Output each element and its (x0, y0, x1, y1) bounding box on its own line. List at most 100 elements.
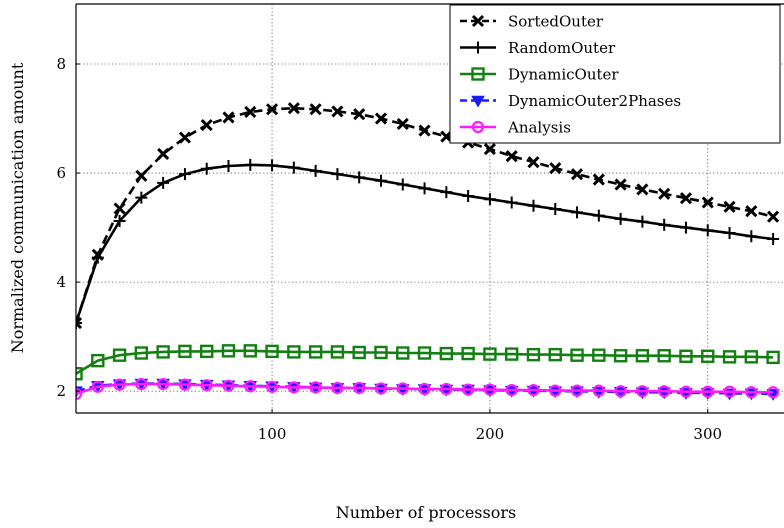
data-point (331, 381, 344, 395)
data-point (745, 205, 758, 218)
data-point (571, 206, 584, 219)
data-point (396, 382, 409, 395)
data-point (417, 346, 432, 360)
legend-item: DynamicOuter2Phases (460, 92, 681, 110)
ticks: 100 200 300 2 4 6 8 (56, 55, 722, 443)
data-point (767, 210, 780, 223)
series-line (76, 349, 774, 375)
data-point (134, 346, 149, 360)
legend-item: Analysis (460, 119, 571, 137)
legend-item: RandomOuter (460, 39, 616, 57)
data-point (222, 111, 235, 124)
data-point (200, 344, 214, 359)
data-point (91, 251, 104, 264)
data-point (722, 350, 737, 364)
data-point (483, 347, 497, 361)
legend-marker (471, 14, 485, 28)
series-dynamicouter (76, 344, 780, 381)
data-point (440, 382, 453, 396)
data-point (330, 345, 345, 359)
data-point (549, 384, 562, 397)
data-point (592, 209, 605, 222)
legend-item: SortedOuter (460, 13, 604, 31)
data-point (76, 367, 83, 381)
data-point (658, 218, 671, 231)
data-point (178, 344, 192, 359)
data-point (135, 191, 148, 204)
data-point (439, 346, 454, 361)
data-point (221, 344, 236, 358)
data-point (679, 192, 693, 205)
y-tick-label: 4 (56, 273, 66, 291)
data-point (200, 379, 213, 392)
data-point (636, 183, 649, 196)
x-tick-label: 100 (258, 425, 287, 443)
data-point (178, 131, 191, 144)
data-point (745, 230, 758, 243)
data-point (613, 349, 628, 363)
data-point (483, 142, 496, 156)
data-point (244, 105, 257, 119)
legend-label: DynamicOuter (508, 66, 619, 84)
data-point (701, 349, 715, 363)
series-line (76, 382, 774, 396)
legend-marker (471, 120, 485, 134)
data-point (287, 161, 300, 174)
data-point (657, 349, 671, 363)
data-point (178, 378, 192, 391)
data-point (527, 383, 540, 397)
data-point (76, 317, 82, 330)
data-point (723, 227, 736, 240)
data-point (222, 159, 235, 172)
x-tick-label: 300 (693, 425, 722, 443)
data-point (440, 186, 453, 199)
data-point (309, 103, 322, 116)
data-point (374, 345, 388, 360)
data-point (636, 215, 649, 228)
data-point (113, 215, 126, 228)
data-point (76, 387, 83, 401)
data-point (331, 168, 344, 181)
data-point (461, 346, 475, 361)
data-point (701, 224, 714, 237)
legend-label: Analysis (507, 119, 571, 137)
legend-label: DynamicOuter2Phases (508, 92, 681, 110)
data-point (767, 233, 780, 246)
data-point (418, 182, 431, 195)
data-point (570, 348, 584, 362)
series-randomouter (76, 158, 780, 330)
data-point (462, 189, 475, 202)
data-point (592, 173, 605, 186)
data-point (309, 381, 322, 394)
data-point (222, 379, 235, 392)
series-analysis (76, 377, 780, 401)
data-point (113, 378, 126, 391)
data-point (244, 380, 257, 393)
data-point (374, 174, 387, 187)
y-tick-label: 6 (56, 164, 66, 182)
plot-frame (75, 3, 784, 414)
data-point (679, 221, 692, 234)
data-point (505, 150, 518, 163)
data-point (548, 347, 562, 362)
data-point (353, 381, 366, 395)
data-point (767, 386, 780, 399)
data-point (766, 350, 780, 365)
data-point (549, 162, 562, 175)
data-point (570, 168, 584, 181)
data-point (287, 381, 300, 394)
y-axis-title: Normalized communication amount (8, 62, 27, 353)
data-point (636, 385, 649, 398)
data-point (418, 124, 431, 137)
data-point (157, 176, 170, 189)
data-point (374, 382, 388, 395)
data-point (113, 202, 126, 215)
data-point (527, 156, 540, 169)
data-point (504, 347, 519, 361)
y-tick-label: 8 (56, 55, 66, 73)
data-point (614, 178, 627, 191)
data-point (614, 212, 627, 225)
data-point (549, 203, 562, 216)
data-point (396, 178, 409, 191)
